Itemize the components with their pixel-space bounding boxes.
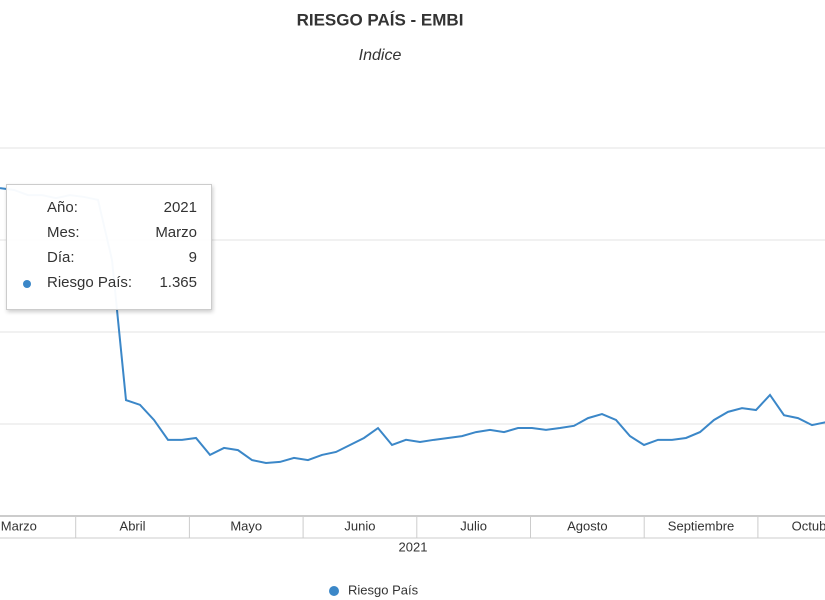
tooltip-value: 2021 — [163, 199, 197, 216]
tooltip-value: Marzo — [155, 224, 197, 241]
legend-label: Riesgo País — [348, 582, 419, 597]
chart-title: RIESGO PAÍS - EMBI — [297, 10, 464, 29]
tooltip-row: Mes: Marzo — [47, 224, 197, 241]
tooltip-marker — [23, 280, 31, 288]
line — [0, 187, 825, 465]
x-tick-label: Agosto — [567, 518, 607, 533]
x-tick-label: Octubre — [792, 518, 825, 533]
tooltip-row: Año: 2021 — [47, 199, 197, 216]
x-tick-label: Mayo — [230, 518, 262, 533]
tooltip-value: 9 — [188, 249, 197, 266]
legend-marker — [329, 586, 339, 596]
x-tick-label: Junio — [344, 518, 375, 533]
x-tick-label: Abril — [120, 518, 146, 533]
tooltip: Año: 2021 Mes: Marzo Día: 9 Riesgo País: 1.365 — [6, 184, 212, 310]
x-tick-label: Septiembre — [668, 518, 734, 533]
tooltip-key: Año: — [47, 199, 78, 216]
tooltip-key: Mes: — [47, 224, 80, 241]
tooltip-key: Día: — [47, 249, 75, 266]
tooltip-key: Riesgo País: — [47, 274, 133, 291]
x-tick-label: Julio — [460, 518, 487, 533]
x-group-label: 2021 — [399, 539, 428, 554]
chart-subtitle: Indice — [359, 47, 402, 64]
x-tick-label: Marzo — [1, 518, 37, 533]
tooltip-row: Día: 9 — [47, 249, 197, 266]
tooltip-row: Riesgo País: 1.365 — [47, 274, 197, 291]
tooltip-value: 1.365 — [159, 274, 197, 291]
